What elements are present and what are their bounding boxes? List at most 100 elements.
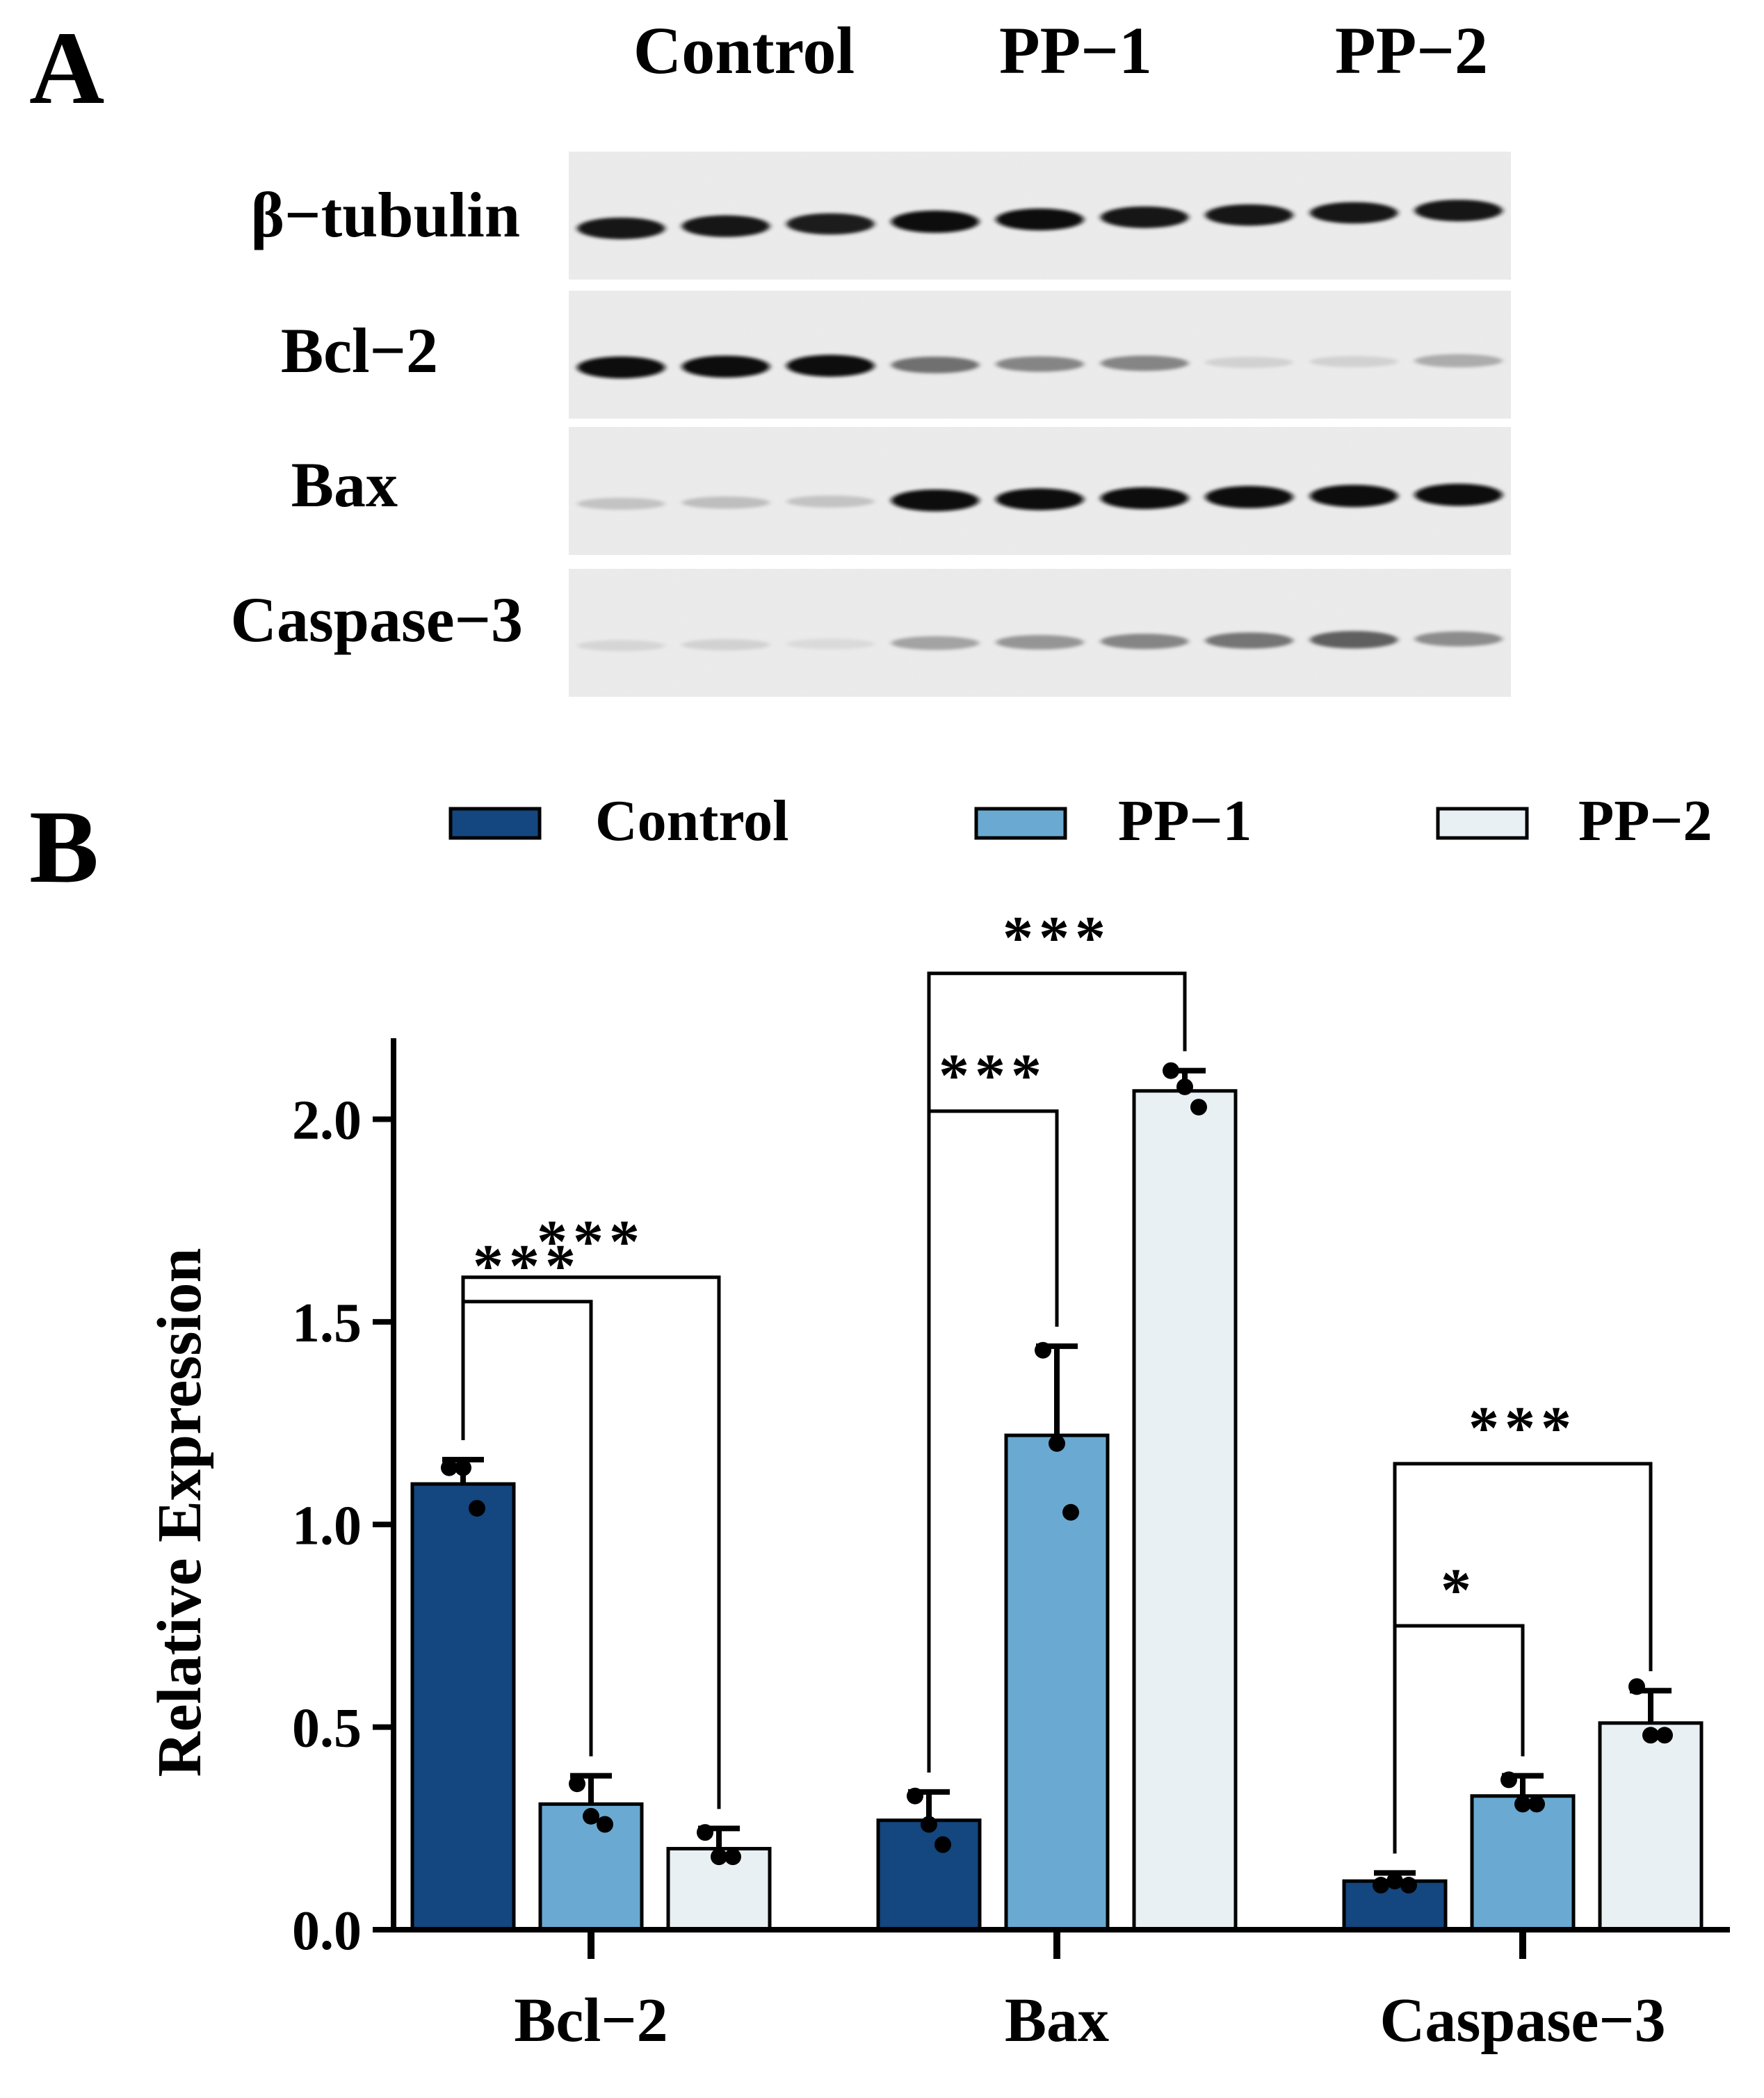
blot-strip xyxy=(569,291,1511,419)
data-point xyxy=(725,1848,741,1866)
blot-band xyxy=(786,355,875,377)
blot-band xyxy=(1309,202,1398,224)
y-axis-label: Relative Expression xyxy=(145,1248,214,1777)
blot-band xyxy=(577,640,665,652)
data-point xyxy=(1062,1503,1079,1521)
group-labels: Control PP−1 PP−2 xyxy=(633,13,1488,88)
blot-band xyxy=(891,356,980,373)
blot-band xyxy=(1205,204,1293,226)
x-tick-label: Caspase−3 xyxy=(1379,1986,1665,2055)
blot-band xyxy=(1205,357,1293,369)
blot-strips xyxy=(569,152,1511,697)
bar xyxy=(1598,1721,1704,1932)
bar xyxy=(876,1818,982,1932)
data-point xyxy=(583,1807,599,1825)
panel-a-label: A xyxy=(29,10,104,126)
blot-band xyxy=(891,636,980,650)
blot-band xyxy=(1309,631,1398,649)
bar xyxy=(410,1482,516,1932)
significance-label: *** xyxy=(1003,905,1111,972)
data-point xyxy=(921,1816,937,1833)
data-point xyxy=(697,1824,713,1841)
panel-a: A Control PP−1 PP−2 β−tubulin Bcl−2 Bax … xyxy=(29,10,1511,697)
data-point xyxy=(1642,1727,1659,1744)
blot-band xyxy=(577,497,665,510)
bar xyxy=(1132,1089,1238,1932)
blot-texture xyxy=(569,291,1511,419)
bar xyxy=(1470,1794,1576,1932)
blot-band xyxy=(1205,485,1293,508)
blot-strip xyxy=(569,569,1511,697)
blot-label-bcl2: Bcl−2 xyxy=(281,315,438,386)
legend-label-pp1: PP−1 xyxy=(1118,789,1252,853)
y-tick-label: 1.0 xyxy=(292,1495,362,1556)
significance-bracket: *** xyxy=(927,905,1187,1773)
data-point xyxy=(1373,1876,1389,1894)
data-point xyxy=(1400,1876,1417,1894)
blot-labels: β−tubulin Bcl−2 Bax Caspase−3 xyxy=(231,179,523,655)
data-point xyxy=(1049,1435,1065,1452)
blot-band xyxy=(1100,634,1189,649)
data-point xyxy=(469,1499,485,1517)
blot-band xyxy=(1205,632,1293,649)
data-point xyxy=(934,1836,951,1853)
chart-legend: Control PP−1 PP−2 xyxy=(448,789,1713,853)
blot-band xyxy=(1414,631,1503,647)
data-point xyxy=(1190,1099,1207,1116)
blot-band xyxy=(996,635,1084,650)
blot-band xyxy=(681,639,770,651)
blot-band xyxy=(1414,354,1503,368)
blot-band xyxy=(786,638,875,649)
y-tick-label: 1.5 xyxy=(292,1293,362,1354)
data-point xyxy=(1628,1678,1645,1695)
blot-band xyxy=(1414,200,1503,222)
legend-label-control: Control xyxy=(595,789,788,853)
legend-swatch-pp2 xyxy=(1436,807,1529,840)
error-bar xyxy=(1036,1343,1078,1436)
bar xyxy=(1004,1433,1110,1932)
group-label-pp1: PP−1 xyxy=(999,13,1152,88)
blot-band xyxy=(681,497,770,509)
legend-swatch-control xyxy=(448,807,542,840)
blot-band xyxy=(996,488,1084,510)
group-label-control: Control xyxy=(633,13,855,88)
significance-label: *** xyxy=(537,1209,645,1276)
data-point xyxy=(1514,1796,1531,1813)
y-tick-label: 0.5 xyxy=(292,1698,362,1759)
significance-label: *** xyxy=(1468,1395,1577,1462)
blot-label-beta-tubulin: β−tubulin xyxy=(251,179,520,250)
data-point xyxy=(569,1775,585,1793)
blot-band xyxy=(1100,355,1189,371)
x-tick-label: Bcl−2 xyxy=(514,1986,667,2055)
significance-bracket: *** xyxy=(461,1209,721,1809)
blot-band xyxy=(786,495,875,508)
blot-strip xyxy=(569,152,1511,280)
group-label-pp2: PP−2 xyxy=(1335,13,1488,88)
blot-band xyxy=(1309,485,1398,508)
legend-swatch-pp1 xyxy=(974,807,1067,840)
blot-band xyxy=(1309,355,1398,368)
blot-band xyxy=(1414,483,1503,506)
blot-band xyxy=(996,208,1084,231)
significance-label: *** xyxy=(939,1042,1047,1110)
panel-b: B Control PP−1 PP−2 Relative Expression … xyxy=(29,789,1730,2055)
blot-band xyxy=(577,356,665,379)
significance-label: *** xyxy=(473,1233,581,1300)
y-tick-label: 0.0 xyxy=(292,1901,362,1962)
blot-strip xyxy=(569,427,1511,555)
significance-label: * xyxy=(1441,1557,1477,1624)
blot-band xyxy=(681,215,770,237)
panel-b-label: B xyxy=(29,789,99,905)
blot-band xyxy=(681,355,770,378)
data-point xyxy=(1656,1727,1673,1744)
data-point xyxy=(1163,1062,1179,1079)
data-point xyxy=(441,1459,458,1476)
blot-band xyxy=(891,210,980,233)
data-point xyxy=(1035,1341,1051,1359)
significance-bracket: *** xyxy=(1393,1395,1653,1854)
blot-band xyxy=(786,213,875,235)
data-point xyxy=(907,1787,923,1805)
data-point xyxy=(711,1848,727,1866)
